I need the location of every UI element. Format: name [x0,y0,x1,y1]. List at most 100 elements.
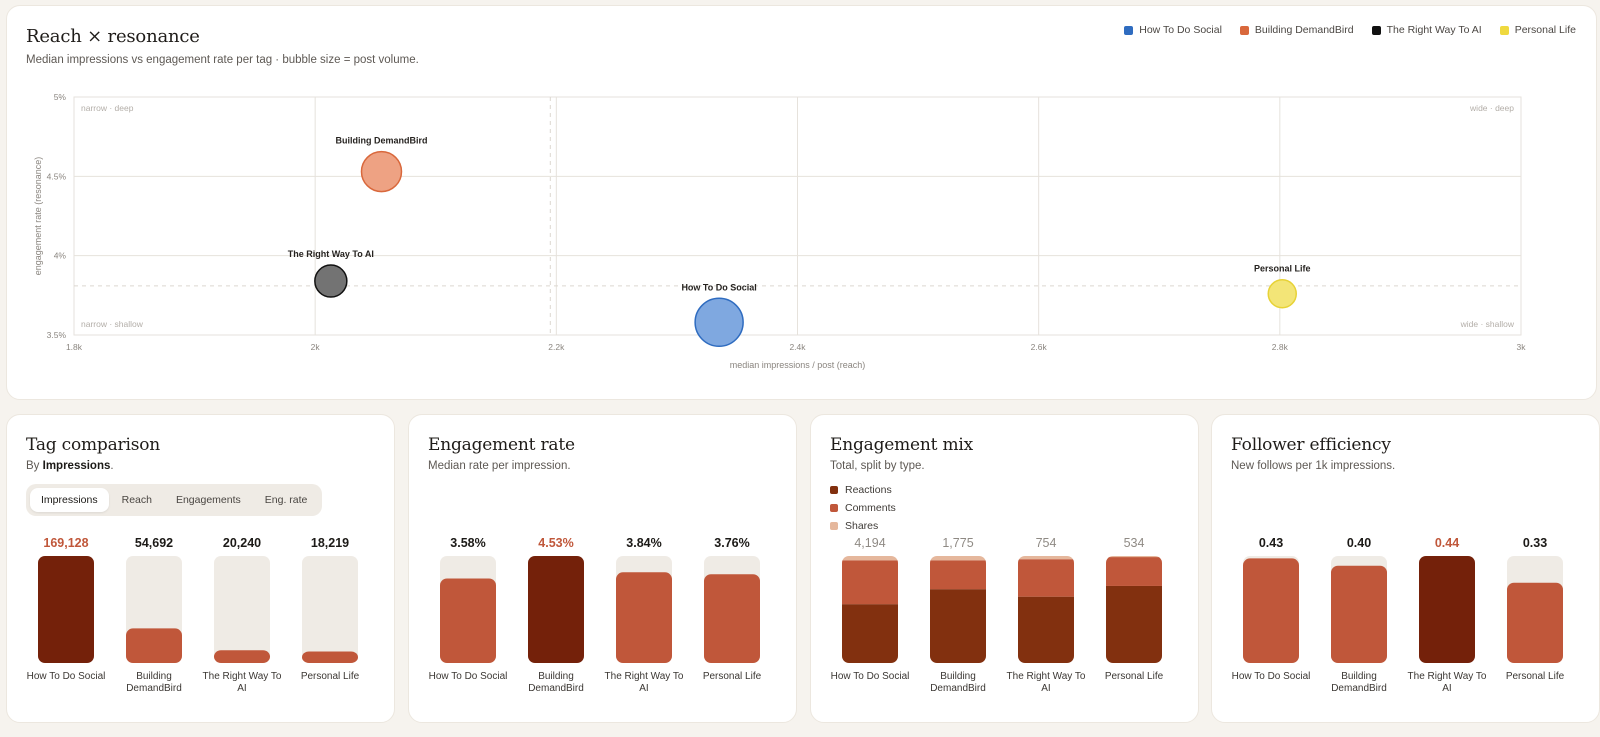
stacked-bar-building-demandbird [930,556,986,663]
bar-track [302,556,358,663]
bar-personal-life [302,651,358,663]
quadrant-label-top-right: wide · deep [1469,103,1514,113]
bar-personal-life [704,574,760,663]
bubble-how-to-do-social [694,297,744,348]
segment-reactions [930,589,986,663]
category-label: The Right Way To AI [203,671,282,694]
y-tick-label: 4.5% [47,171,67,181]
follower-efficiency-subtitle: New follows per 1k impressions. [1231,460,1396,472]
x-tick-label: 2.4k [789,342,806,352]
tag-comparison-title: Tag comparison [26,435,161,455]
legend-swatch [830,486,838,494]
bar-how-to-do-social [440,578,496,663]
subtitle-prefix: By [26,460,43,472]
category-label: Personal Life [1506,671,1565,682]
bar-the-right-way-to-ai [616,572,672,663]
legend-label: How To Do Social [1139,24,1222,36]
category-label: Personal Life [301,671,360,682]
bar-value-label: 0.33 [1523,536,1547,550]
legend-item-how-to-do-social[interactable]: How To Do Social [1124,24,1222,36]
legend-item-the-right-way-to-ai[interactable]: The Right Way To AI [1371,24,1482,36]
category-label: The Right Way To AI [605,671,684,694]
bar-building-demandbird [126,628,182,663]
bar-the-right-way-to-ai [1419,556,1475,663]
segment-comments [842,560,898,605]
bar-personal-life [1507,582,1563,663]
reach-resonance-card: Reach × resonance Median impressions vs … [6,5,1597,400]
legend-label: Reactions [845,484,892,496]
segment-comments [930,560,986,590]
bar-the-right-way-to-ai [214,650,270,663]
legend-label: Building DemandBird [1254,24,1354,36]
segment-reactions [1018,596,1074,663]
tab-eng-rate[interactable]: Eng. rate [264,494,308,506]
stacked-bar-how-to-do-social [842,556,898,663]
bar-track [214,556,270,663]
legend-swatch [830,504,838,512]
legend-label: Comments [845,502,896,514]
x-tick-label: 2k [311,342,321,352]
quadrant-label-top-left: narrow · deep [81,103,134,113]
tab-engagements[interactable]: Engagements [175,494,241,506]
follower-efficiency-card: Follower efficiency New follows per 1k i… [1211,414,1600,723]
tag-comparison-subtitle: By Impressions. [26,460,114,472]
engagement-mix-title: Engagement mix [830,435,974,455]
bubble-personal-life [1267,278,1297,309]
category-label: The Right Way To AI [1007,671,1086,694]
bar-total-label: 534 [1124,536,1145,550]
bar-value-label: 18,219 [311,536,349,550]
follower-efficiency-title: Follower efficiency [1231,435,1391,455]
engagement-rate-card: Engagement rate Median rate per impressi… [408,414,797,723]
subtitle-suffix: . [110,460,114,472]
engagement-rate-title: Engagement rate [428,435,575,455]
tag-comparison-bars: 169,128 54,692 20,240 18,219 How To Do Socia… [27,536,360,694]
tab-reach[interactable]: Reach [121,494,152,506]
bar-how-to-do-social [38,556,94,663]
scatter-subtitle: Median impressions vs engagement rate pe… [26,54,419,66]
category-label: How To Do Social [831,671,910,682]
scatter-legend: How To Do Social Building DemandBird The… [1124,24,1576,36]
bar-value-label: 0.44 [1435,536,1459,550]
legend-label: Shares [845,520,879,532]
bubble-the-right-way-to-ai [314,264,348,298]
bar-value-label: 0.40 [1347,536,1371,550]
category-label: Personal Life [703,671,762,682]
engagement-rate-subtitle: Median rate per impression. [428,460,571,472]
engagement-mix-subtitle: Total, split by type. [830,460,925,472]
legend-swatch [830,522,838,530]
x-tick-label: 1.8k [66,342,83,352]
bubble-label: The Right Way To AI [288,249,374,259]
legend-swatch [1124,25,1134,35]
bar-value-label: 20,240 [223,536,261,550]
segment-reactions [842,604,898,663]
tab-impressions[interactable]: Impressions [30,488,109,512]
category-label: Building DemandBird [1331,671,1387,694]
bar-value-label: 3.84% [626,536,661,550]
category-label: How To Do Social [429,671,508,682]
bar-value-label: 3.58% [450,536,485,550]
x-tick-label: 2.6k [1031,342,1048,352]
engagement-mix-bars: 4,194 1,775 754 534 How To Do Social Building… [831,536,1164,694]
bar-building-demandbird [1331,565,1387,663]
tag-comparison-card: Tag comparison By Impressions. Impressio… [6,414,395,723]
scatter-plot: 1.8k 2k 2.2k 2.4k 2.6k 2.8k 3k 3.5% 4% 4.5% 5% narr… [33,92,1526,370]
scatter-title: Reach × resonance [26,26,200,47]
category-label: The Right Way To AI [1408,671,1487,694]
category-label: Building DemandBird [930,671,986,694]
engagement-mix-card: Engagement mix Total, split by type. Rea… [810,414,1199,723]
category-label: Building DemandBird [126,671,182,694]
segment-shares [930,556,986,561]
legend-item-reactions: Reactions [830,481,896,499]
legend-item-personal-life[interactable]: Personal Life [1499,24,1576,36]
legend-item-comments: Comments [830,499,896,517]
bar-how-to-do-social [1243,558,1299,663]
category-label: How To Do Social [1232,671,1311,682]
legend-swatch [1371,25,1381,35]
bar-value-label: 54,692 [135,536,173,550]
follower-efficiency-bars: 0.43 0.40 0.44 0.33 How To Do Social Building… [1232,536,1565,694]
y-axis-label: engagement rate (resonance) [33,157,43,276]
legend-item-building-demandbird[interactable]: Building DemandBird [1239,24,1354,36]
engagement-rate-bars: 3.58% 4.53% 3.84% 3.76% How To Do Social Buil… [429,536,762,694]
metric-segmented-control: Impressions Reach Engagements Eng. rate [26,484,323,516]
bar-total-label: 754 [1036,536,1057,550]
